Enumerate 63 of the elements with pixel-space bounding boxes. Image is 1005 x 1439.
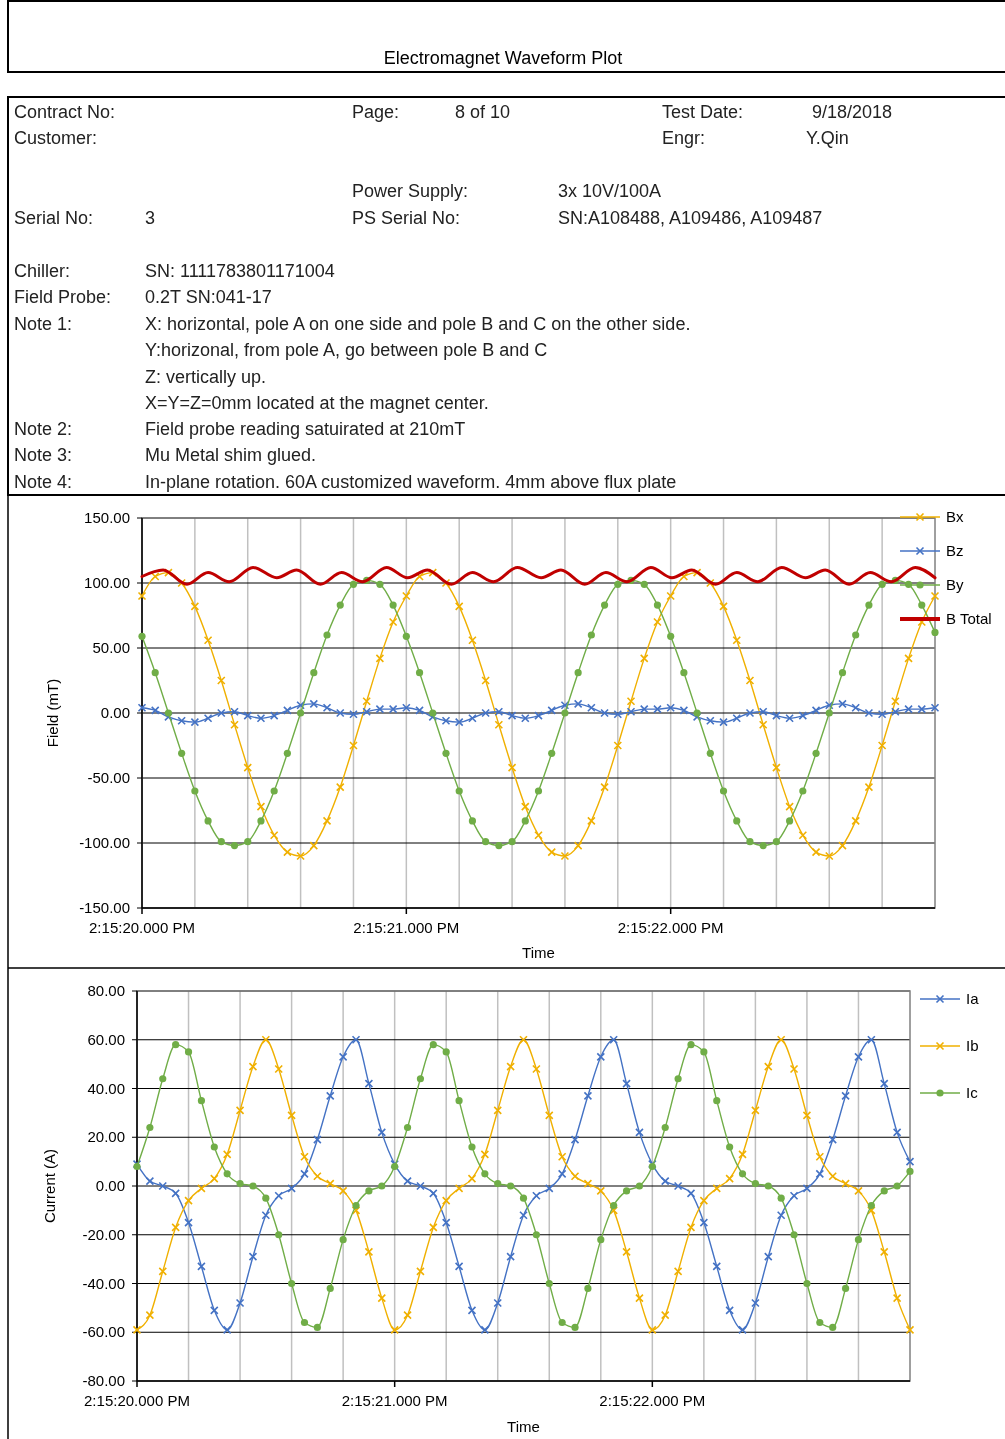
y-axis-title: Current (A): [41, 1148, 58, 1224]
text: Note 1:: [14, 314, 73, 334]
text: Y.Qin: [806, 128, 849, 148]
y-tick-label: 80.00: [87, 982, 125, 999]
text: Note 2:: [14, 419, 73, 439]
y-tick-label: 40.00: [87, 1079, 125, 1097]
text: Field probe reading satuirated at 210mT: [145, 419, 466, 439]
legend-label: B Total: [946, 610, 992, 627]
text: Power Supply:: [352, 181, 469, 201]
y-axis-title: Field (mT): [44, 678, 61, 748]
text: Electromagnet Waveform Plot: [383, 48, 623, 68]
y-tick-label: -60.00: [82, 1323, 125, 1341]
x-axis-title: Time: [507, 1418, 540, 1435]
y-tick-label: 150.00: [84, 509, 130, 526]
text: Chiller:: [14, 261, 71, 281]
x-tick-label: 2:15:21.000 PM: [341, 1392, 448, 1409]
text: 3x 10V/100A: [558, 181, 662, 201]
text: X=Y=Z=0mm located at the magnet center.: [145, 393, 489, 413]
text: Contract No:: [14, 102, 116, 122]
text: Note 3:: [14, 445, 73, 465]
x-tick-label: 2:15:22.000 PM: [617, 919, 724, 936]
text: Customer:: [14, 128, 98, 148]
legend-label: Bz: [946, 542, 964, 559]
y-tick-label: -150.00: [79, 899, 130, 916]
text: PS Serial No:: [352, 208, 461, 228]
x-tick-label: 2:15:21.000 PM: [353, 919, 460, 936]
legend-label: By: [946, 576, 964, 593]
y-tick-label: 50.00: [92, 639, 130, 656]
legend-label: Ia: [966, 990, 980, 1007]
text: 3: [145, 208, 156, 228]
text: SN: 1111783801171004: [145, 261, 335, 281]
legend-label: Ib: [966, 1037, 979, 1054]
y-tick-label: -40.00: [82, 1274, 125, 1292]
text: 8 of 10: [455, 102, 511, 122]
text: Y:horizonal, from pole A, go between pole B and C: [145, 340, 548, 360]
y-tick-label: -50.00: [87, 769, 130, 786]
y-tick-label: 60.00: [87, 1030, 125, 1048]
text: SN:A108488, A109486, A109487: [558, 208, 823, 228]
text: X: horizontal, pole A on one side and pole B and C on the other side.: [145, 314, 691, 334]
y-tick-label: -20.00: [82, 1225, 125, 1243]
text: Serial No:: [14, 208, 94, 228]
text: Note 4:: [14, 472, 73, 492]
text: Page:: [352, 102, 400, 122]
y-tick-label: 0.00: [100, 704, 130, 721]
legend-label: Bx: [946, 508, 964, 525]
y-tick-label: -80.00: [82, 1372, 125, 1389]
text: Engr:: [662, 128, 706, 148]
y-tick-label: 100.00: [84, 574, 130, 591]
text: Z: vertically up.: [145, 367, 267, 387]
x-tick-label: 2:15:22.000 PM: [599, 1392, 706, 1409]
x-tick-label: 2:15:20.000 PM: [84, 1392, 190, 1409]
y-tick-label: 0.00: [95, 1177, 125, 1194]
y-tick-label: -100.00: [79, 834, 130, 851]
text: Mu Metal shim glued.: [145, 445, 317, 465]
y-tick-label: 20.00: [87, 1128, 125, 1146]
text: Test Date:: [662, 102, 744, 122]
x-tick-label: 2:15:20.000 PM: [89, 919, 195, 936]
text: 9/18/2018: [812, 102, 893, 122]
legend-label: Ic: [966, 1084, 979, 1101]
text: In-plane rotation. 60A customized waveform. 4mm above flux plate: [145, 472, 677, 492]
x-axis-title: Time: [522, 944, 555, 961]
text: Field Probe:: [14, 287, 112, 307]
text: 0.2T SN:041-17: [145, 287, 272, 307]
